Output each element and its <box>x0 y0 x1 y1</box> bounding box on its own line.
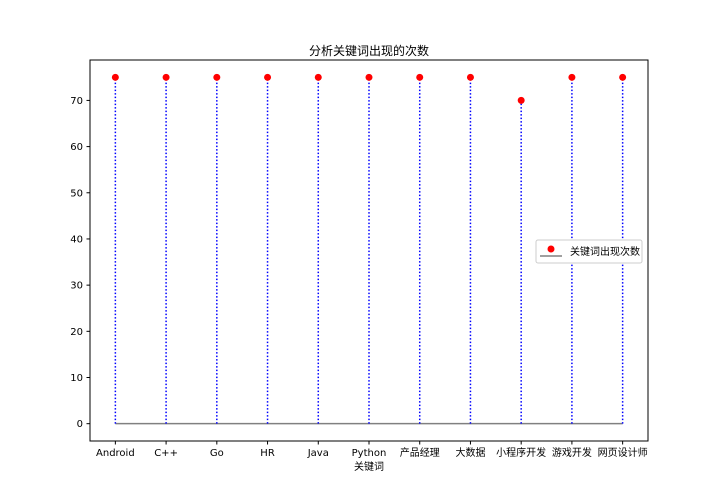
y-tick-label: 10 <box>70 373 83 384</box>
legend-box <box>535 239 643 264</box>
x-tick-label: 游戏开发 <box>552 446 592 459</box>
x-tick-label: Go <box>210 448 224 459</box>
x-tick-label: 网页设计师 <box>598 446 648 459</box>
x-tick-label: Python <box>352 448 387 459</box>
y-tick-label: 20 <box>70 327 83 338</box>
x-tick-label: HR <box>260 448 275 459</box>
stem-marker <box>568 73 576 81</box>
plot-area <box>111 73 627 425</box>
x-tick-label: C++ <box>154 448 178 459</box>
stem-marker <box>365 73 373 81</box>
x-axis-label: 关键词 <box>354 460 384 473</box>
legend-marker-swatch <box>547 245 555 253</box>
y-tick-label: 70 <box>70 96 83 107</box>
y-tick-label: 40 <box>70 234 83 245</box>
stem-marker <box>619 73 627 81</box>
x-tick-label: Java <box>307 448 329 459</box>
y-tick-label: 0 <box>77 419 83 430</box>
legend-label: 关键词出现次数 <box>570 245 640 258</box>
stem-marker <box>162 73 170 81</box>
x-tick-label: Android <box>96 448 135 459</box>
axes: 0 10 20 30 40 50 60 70 Android C++ Go HR Java Python 产… <box>70 59 649 459</box>
y-tick-label: 60 <box>70 142 83 153</box>
x-tick-label: 小程序开发 <box>496 446 546 459</box>
stem-marker <box>416 73 424 81</box>
stem-marker <box>111 73 119 81</box>
y-tick-label: 50 <box>70 188 83 199</box>
stem-marker <box>517 96 525 104</box>
stem-marker <box>314 73 322 81</box>
x-tick-label: 大数据 <box>455 446 485 459</box>
stem-marker <box>466 73 474 81</box>
y-tick-label: 30 <box>70 281 83 292</box>
stem-marker <box>264 73 272 81</box>
chart-title: 分析关键词出现的次数 <box>309 43 429 58</box>
stem-marker <box>213 73 221 81</box>
legend: 关键词出现次数 <box>535 239 643 264</box>
x-tick-label: 产品经理 <box>400 446 440 459</box>
